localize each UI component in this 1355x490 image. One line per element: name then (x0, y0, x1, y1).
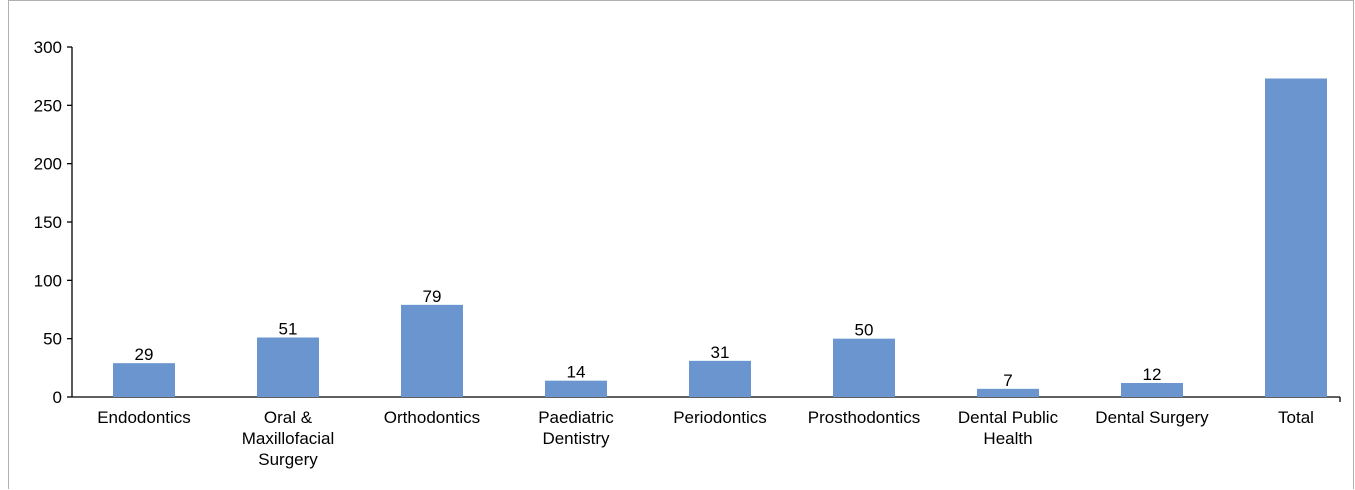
chart-frame (8, 0, 1354, 489)
bar (1265, 78, 1327, 397)
y-tick-label: 300 (34, 38, 62, 57)
y-tick-label: 250 (34, 96, 62, 115)
bar (257, 337, 319, 397)
category-label-line: Endodontics (97, 408, 191, 427)
data-label: 12 (1143, 365, 1162, 384)
y-tick-label: 200 (34, 155, 62, 174)
category-label: Periodontics (673, 408, 767, 427)
data-label: 29 (135, 345, 154, 364)
bar (977, 388, 1039, 397)
category-label-line: Maxillofacial (242, 429, 335, 448)
category-label-line: Total (1278, 408, 1314, 427)
y-tick-label: 50 (43, 330, 62, 349)
category-label-line: Dentistry (542, 429, 610, 448)
category-label: Total (1278, 408, 1314, 427)
category-label: Dental Public Health (958, 408, 1059, 448)
category-label-line: Health (983, 429, 1032, 448)
data-label: 31 (711, 343, 730, 362)
category-label: Dental Surgery (1095, 408, 1209, 427)
bar (113, 363, 175, 397)
category-label: Oral & Maxillofacial Surgery (242, 408, 335, 469)
category-label-line: Surgery (258, 450, 318, 469)
y-tick-label: 0 (53, 388, 62, 407)
y-tick-label: 100 (34, 271, 62, 290)
category-label-line: Oral & (264, 408, 313, 427)
category-label-line: Prosthodontics (808, 408, 920, 427)
category-label-line: Paediatric (538, 408, 614, 427)
y-tick-label: 150 (34, 213, 62, 232)
category-label: Endodontics (97, 408, 191, 427)
data-label: 79 (423, 287, 442, 306)
data-label: 14 (567, 363, 586, 382)
bar (545, 380, 607, 397)
data-label: 7 (1003, 371, 1012, 390)
category-label: Prosthodontics (808, 408, 920, 427)
bar (401, 304, 463, 397)
data-label: 50 (855, 321, 874, 340)
category-label-line: Periodontics (673, 408, 767, 427)
category-label-line: Orthodontics (384, 408, 480, 427)
bar (833, 338, 895, 397)
category-label: Paediatric Dentistry (538, 408, 614, 448)
bar (689, 360, 751, 397)
category-label-line: Dental Public (958, 408, 1059, 427)
category-label: Orthodontics (384, 408, 480, 427)
category-label-line: Dental Surgery (1095, 408, 1209, 427)
bar (1121, 383, 1183, 397)
data-label: 51 (279, 320, 298, 339)
